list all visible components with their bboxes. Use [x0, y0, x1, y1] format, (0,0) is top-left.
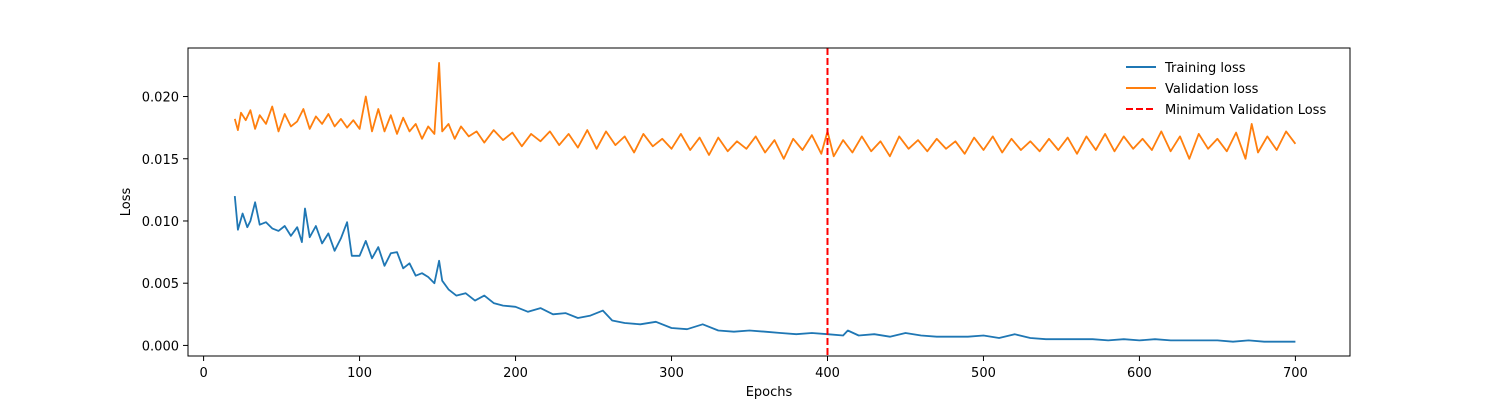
y-axis-label: Loss	[119, 188, 134, 217]
y-tick-label: 0.000	[142, 339, 179, 354]
y-tick-label: 0.005	[142, 277, 179, 292]
plot-frame	[187, 47, 1351, 357]
x-tick-label: 0	[199, 366, 207, 381]
x-tick-label: 200	[503, 366, 528, 381]
x-tick-label: 600	[1127, 366, 1152, 381]
x-tick-label: 700	[1283, 366, 1308, 381]
x-tick-label: 500	[971, 366, 996, 381]
y-tick-label: 0.020	[142, 91, 179, 106]
y-tick-label: 0.015	[142, 153, 179, 168]
legend-label: Validation loss	[1165, 82, 1259, 97]
training-loss-line	[233, 196, 1296, 343]
legend-label: Training loss	[1164, 61, 1246, 76]
y-tick-label: 0.010	[142, 215, 179, 230]
axes: 0 100 200 300 400 500 600 700 0.000 0.005 0.010 0.0…	[142, 47, 1351, 381]
x-axis-label: Epochs	[746, 385, 793, 400]
plot-area	[233, 48, 1297, 356]
x-tick-label: 300	[659, 366, 684, 381]
legend-label: Minimum Validation Loss	[1165, 103, 1326, 118]
x-tick-label: 100	[347, 366, 372, 381]
validation-loss-line	[233, 62, 1297, 160]
legend: Training loss Validation loss Minimum Vali…	[1126, 61, 1326, 118]
x-tick-label: 400	[815, 366, 840, 381]
